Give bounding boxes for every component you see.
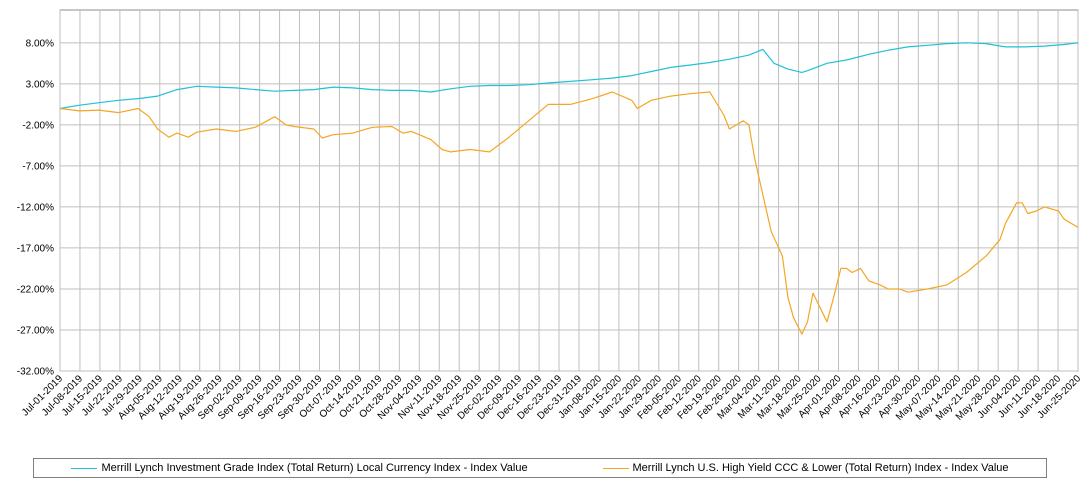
y-tick-label: -12.00% (17, 202, 54, 213)
series-line-high-yield-ccc (59, 91, 1079, 335)
y-tick-label: -17.00% (17, 243, 54, 254)
legend-swatch-investment-grade (71, 467, 98, 469)
y-tick-label: -32.00% (17, 367, 54, 378)
y-tick-label: -7.00% (22, 161, 54, 172)
y-axis: 8.00% 3.00% -2.00% -7.00% -12.00% -17.00% -22.… (17, 38, 54, 377)
y-tick-label: -2.00% (22, 120, 54, 131)
gridlines (59, 10, 1079, 372)
legend-item-investment-grade: Merrill Lynch Investment Grade Index (To… (71, 462, 528, 474)
x-axis: Jul-01-2019Jul-08-2019Jul-15-2019Jul-22-… (20, 373, 1083, 423)
y-tick-label: 3.00% (26, 79, 54, 90)
series-lines (59, 42, 1079, 335)
legend-swatch-high-yield-ccc (602, 467, 629, 469)
legend-label-high-yield-ccc: Merrill Lynch U.S. High Yield CCC & Lowe… (632, 462, 1009, 474)
legend: Merrill Lynch Investment Grade Index (To… (33, 458, 1047, 478)
y-tick-label: 8.00% (26, 38, 54, 49)
y-tick-label: -27.00% (17, 325, 54, 336)
y-tick-label: -22.00% (17, 284, 54, 295)
legend-label-investment-grade: Merrill Lynch Investment Grade Index (To… (101, 462, 528, 474)
legend-item-high-yield-ccc: Merrill Lynch U.S. High Yield CCC & Lowe… (602, 462, 1009, 474)
plot-area (59, 9, 1079, 372)
series-line-investment-grade (59, 42, 1079, 110)
